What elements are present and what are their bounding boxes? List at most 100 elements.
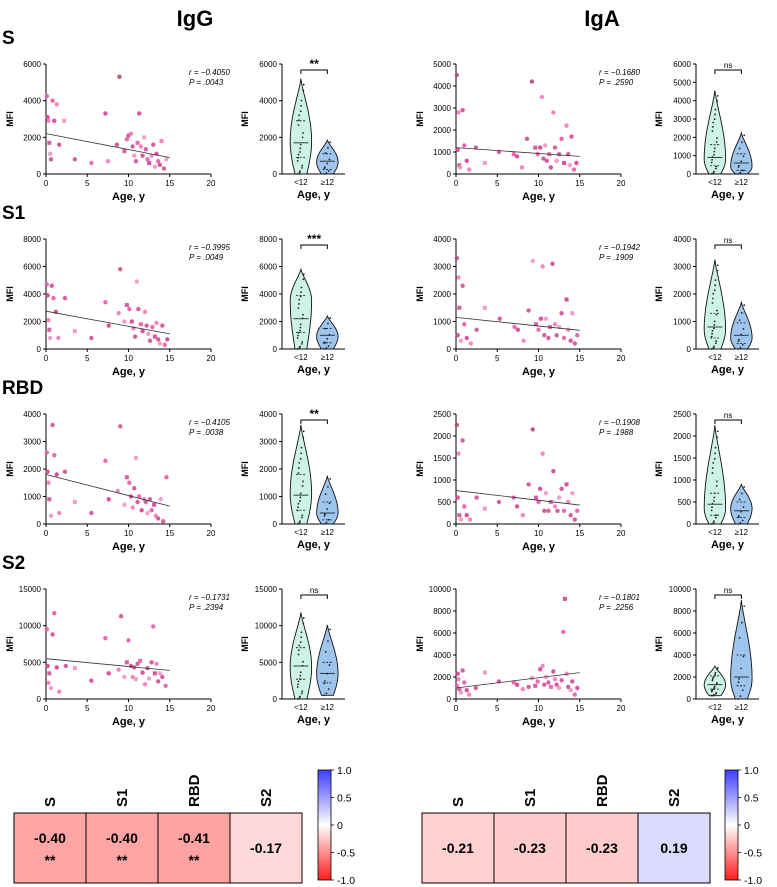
iga-rbd-violin-dot	[737, 516, 740, 519]
igg-s-p-value: P = .0043	[189, 78, 224, 87]
igg-rbd-violin-y-tick-label: 2000	[259, 465, 277, 474]
iga-s2-point	[520, 686, 526, 692]
igg-s1-point	[162, 342, 167, 348]
heatmap-cell	[85, 812, 159, 884]
igg-s-point	[114, 142, 120, 147]
heatmap-cell-value: -0.23	[514, 840, 546, 856]
iga-rbd-violin-y-tick-label: 500	[678, 498, 692, 507]
iga-rbd-violin-dot	[739, 521, 742, 524]
igg-rbd-violin-dot	[297, 467, 300, 469]
iga-s-point	[533, 145, 538, 150]
igg-s-x-tick-label: 15	[165, 179, 174, 188]
iga-s2-point	[568, 688, 573, 693]
iga-s-point	[529, 79, 535, 84]
iga-s1-violin-dot	[713, 320, 716, 323]
iga-rbd-y-tick-label: 2500	[433, 410, 451, 419]
iga-s1-y-tick-label: 0	[447, 345, 452, 354]
iga-rbd-y-axis-label: MFI	[415, 461, 425, 477]
igg-s1-x-tick-label: 15	[165, 354, 174, 363]
iga-s-violin-dot	[712, 121, 715, 124]
iga-s2-point	[575, 685, 580, 691]
igg-s2-violin-shape	[316, 624, 339, 696]
iga-rbd-violin-dot	[716, 430, 719, 433]
igg-s1-point	[56, 335, 61, 341]
iga-s2-point	[473, 685, 478, 691]
igg-s1-violin-dot	[297, 331, 300, 334]
iga-s1-violin: 0 1000 2000 3000 4000 MFI <12 ≥12 ns Age, y	[654, 235, 759, 376]
iga-rbd-point	[526, 482, 531, 487]
iga-s-violin-dot	[743, 134, 746, 137]
heatmap-cell-stars: **	[45, 852, 56, 868]
igg-s-violin-category: <12	[294, 178, 308, 187]
igg-s1-violin-y-tick-label: 0	[273, 345, 278, 354]
igg-s1-violin-dot	[298, 298, 301, 301]
iga-s1-point	[456, 275, 461, 280]
heatmap-cell-value: -0.40	[34, 830, 66, 846]
iga-rbd-violin-dot	[712, 522, 715, 525]
iga-s1-point	[455, 333, 460, 338]
iga-s1-violin-dot	[741, 312, 743, 314]
igg-s1-y-tick-label: 8000	[23, 235, 41, 244]
igg-s1-point	[165, 337, 170, 342]
iga-s-point	[556, 152, 562, 157]
iga-rbd-point	[455, 495, 460, 500]
iga-s2-violin-y-tick-label: 0	[687, 695, 692, 704]
igg-s2-point	[154, 661, 159, 666]
igg-s-point	[47, 151, 53, 157]
iga-s2-violin-dot	[743, 605, 746, 608]
iga-s-violin-dot	[713, 118, 716, 120]
igg-s1-sig-bracket	[300, 244, 328, 249]
igg-s-point	[46, 118, 51, 124]
colorbar-tick-label: 0	[744, 820, 750, 832]
iga-s-violin-dot	[714, 113, 716, 116]
heatmap-column-label: S2	[666, 789, 683, 807]
iga-s2-violin-dot	[716, 668, 719, 671]
igg-s2-violin-y-tick-label: 15000	[255, 585, 278, 594]
igg-rbd-r-value: r = −0.4105	[189, 418, 230, 427]
igg-s2-x-tick-label: 5	[85, 704, 90, 713]
iga-rbd-violin-shape	[703, 424, 727, 525]
igg-s2-violin-dot	[325, 692, 328, 695]
colorbar	[317, 769, 332, 881]
igg-s1-violin-y-tick-label: 6000	[259, 263, 277, 272]
igg-s-y-tick-label: 6000	[23, 60, 41, 69]
heatmap-cell	[13, 812, 87, 884]
iga-s1-y-tick-label: 1000	[433, 318, 451, 327]
igg-s2-violin-dot	[323, 694, 326, 697]
iga-s2-violin-dot	[716, 666, 719, 669]
iga-rbd-point	[551, 469, 556, 474]
igg-s-point	[57, 142, 62, 147]
igg-rbd-violin: 0 1000 2000 3000 4000 MFI <12 ≥12 ** Age, y	[240, 407, 345, 551]
iga-s1-violin-shape	[703, 259, 727, 350]
igg-s2-point	[151, 624, 156, 629]
igg-s1-violin-x-axis-label: Age, y	[297, 364, 331, 376]
iga-s1-y-tick-label: 4000	[433, 235, 451, 244]
iga-s2-point	[572, 692, 577, 697]
iga-s1-p-value: P = .1909	[599, 253, 634, 262]
igg-s1-violin-shape	[289, 267, 313, 350]
igg-s-y-axis-label: MFI	[5, 111, 15, 127]
iga-s1-y-tick-label: 2000	[433, 290, 451, 299]
igg-s-violin-dot	[300, 166, 303, 169]
iga-rbd-violin-dot	[712, 461, 715, 464]
iga-rbd-point	[496, 499, 502, 505]
iga-s2-point	[559, 678, 564, 683]
iga-s-violin-dot	[713, 150, 716, 153]
iga-s-violin-dot	[714, 108, 717, 111]
igg-s-point	[103, 111, 108, 116]
iga-s1-point	[538, 316, 544, 321]
igg-rbd-point	[156, 516, 161, 521]
iga-s1-point	[464, 335, 469, 341]
igg-s2-violin-dot	[298, 644, 301, 647]
igg-heatmap: -0.40 ** S -0.40 ** S1 -0.41 ** RBD -0.17 S2 1.0 0.5…	[13, 765, 355, 887]
igg-s2-x-tick-label: 20	[207, 704, 216, 713]
iga-s-violin-dot	[713, 147, 716, 150]
igg-s-violin-dot	[325, 172, 328, 174]
iga-rbd-y-tick-label: 2000	[433, 432, 451, 441]
igg-s-point	[138, 144, 144, 149]
igg-s2-violin-y-axis-label: MFI	[240, 636, 250, 652]
igg-rbd-violin-dot	[300, 516, 303, 519]
iga-s-point	[514, 154, 520, 159]
iga-s1-point	[512, 324, 517, 330]
iga-rbd-point	[482, 506, 487, 511]
